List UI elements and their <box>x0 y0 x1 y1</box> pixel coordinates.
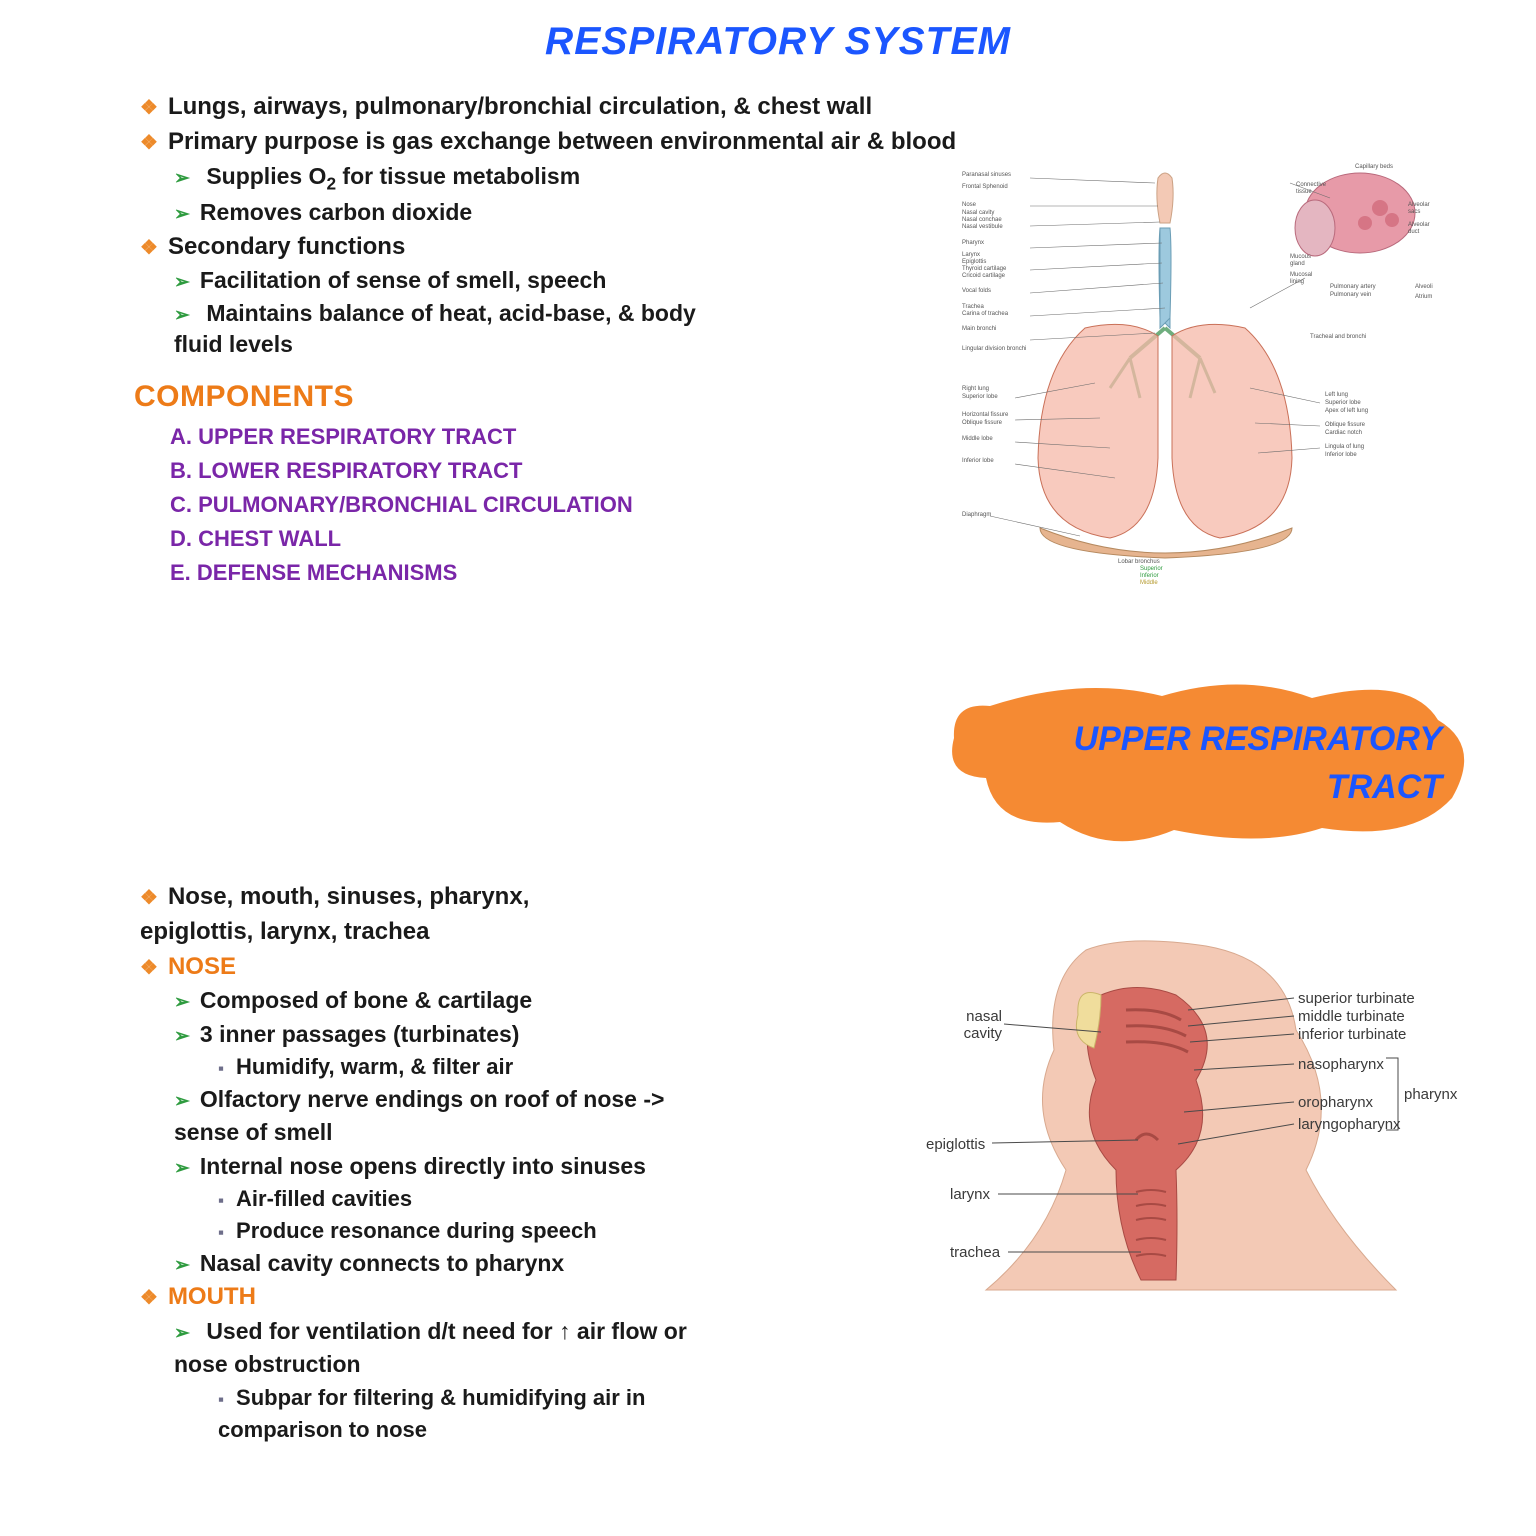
nose-subitem: Produce resonance during speech <box>218 1215 715 1247</box>
svg-text:Capillary beds: Capillary beds <box>1355 164 1393 170</box>
text-fragment: Maintains balance of heat, acid-base, & … <box>174 300 696 357</box>
banner-text: UPPER RESPIRATORY TRACT <box>1004 716 1442 811</box>
d2-label-nasopharynx: nasopharynx <box>1298 1056 1384 1073</box>
svg-text:Connective: Connective <box>1296 182 1327 188</box>
svg-text:Pulmonary vein: Pulmonary vein <box>1330 292 1371 298</box>
d2-label-inf-turb: inferior turbinate <box>1298 1026 1406 1043</box>
svg-text:Alveolar: Alveolar <box>1408 202 1430 208</box>
page-title: RESPIRATORY SYSTEM <box>130 20 1426 64</box>
mouth-item: Used for ventilation d/t need for ↑ air … <box>174 1315 715 1382</box>
svg-text:Atrium: Atrium <box>1415 294 1432 300</box>
svg-text:Horizontal fissure: Horizontal fissure <box>962 412 1009 418</box>
svg-text:Lobar bronchus: Lobar bronchus <box>1118 559 1160 565</box>
svg-text:Mucous: Mucous <box>1290 254 1311 260</box>
mouth-heading-text: MOUTH <box>168 1283 256 1310</box>
d2-label-epiglottis: epiglottis <box>926 1136 985 1153</box>
intro-subitem: Maintains balance of heat, acid-base, & … <box>174 298 714 360</box>
d2-label-laryngopharynx: laryngopharynx <box>1298 1116 1401 1133</box>
intro-item: Primary purpose is gas exchange between … <box>140 125 1426 160</box>
svg-text:Thyroid cartilage: Thyroid cartilage <box>962 266 1007 272</box>
d2-label-mid-turb: middle turbinate <box>1298 1008 1405 1025</box>
text-fragment: for tissue metabolism <box>336 163 580 189</box>
text-fragment: Used for ventilation d/t need for <box>206 1318 559 1344</box>
d2-label-trachea: trachea <box>950 1244 1000 1261</box>
nose-subitem: Humidify, warm, & filter air <box>218 1051 715 1083</box>
nose-subitem: Air-filled cavities <box>218 1183 715 1215</box>
svg-text:Paranasal sinuses: Paranasal sinuses <box>962 172 1011 178</box>
d2-label-nasal-cavity: nasal cavity <box>948 1008 1002 1042</box>
nose-item: Internal nose opens directly into sinuse… <box>174 1150 684 1183</box>
svg-text:Mucosal: Mucosal <box>1290 272 1312 278</box>
d2-label-larynx: larynx <box>950 1186 990 1203</box>
svg-text:Tracheal and bronchi: Tracheal and bronchi <box>1310 334 1366 340</box>
d2-label-pharynx: pharynx <box>1404 1086 1457 1103</box>
svg-text:Right lung: Right lung <box>962 386 989 392</box>
intro-item: Lungs, airways, pulmonary/bronchial circ… <box>140 90 1426 125</box>
svg-text:Inferior lobe: Inferior lobe <box>962 458 994 464</box>
svg-text:sacs: sacs <box>1408 209 1420 215</box>
urt-nose-heading: NOSE <box>140 950 715 985</box>
svg-text:Trachea: Trachea <box>962 304 984 310</box>
respiratory-overview-diagram: Paranasal sinuses Frontal Sphenoid Nose … <box>960 158 1450 588</box>
svg-text:Superior lobe: Superior lobe <box>1325 400 1361 406</box>
section-banner: UPPER RESPIRATORY TRACT <box>942 680 1472 852</box>
svg-text:Nasal conchae: Nasal conchae <box>962 217 1002 223</box>
urt-mouth-heading: MOUTH <box>140 1280 715 1315</box>
text-fragment: Supplies O <box>206 163 326 189</box>
svg-text:Middle: Middle <box>1140 580 1158 586</box>
svg-text:Epiglottis: Epiglottis <box>962 259 986 265</box>
svg-text:Superior lobe: Superior lobe <box>962 394 998 400</box>
svg-text:Apex of left lung: Apex of left lung <box>1325 408 1368 414</box>
nose-item: Olfactory nerve endings on roof of nose … <box>174 1083 684 1150</box>
svg-text:Superior: Superior <box>1140 566 1163 572</box>
svg-text:Larynx: Larynx <box>962 252 980 258</box>
svg-text:duct: duct <box>1408 229 1420 235</box>
svg-text:Diaphragm: Diaphragm <box>962 512 991 518</box>
d2-label-sup-turb: superior turbinate <box>1298 990 1415 1007</box>
svg-text:Nasal cavity: Nasal cavity <box>962 210 994 216</box>
svg-text:lining: lining <box>1290 279 1304 285</box>
svg-text:Alveoli: Alveoli <box>1415 284 1433 290</box>
svg-text:Cardiac notch: Cardiac notch <box>1325 430 1362 436</box>
nose-item: 3 inner passages (turbinates) <box>174 1018 715 1051</box>
nose-heading-text: NOSE <box>168 953 236 980</box>
svg-text:Oblique fissure: Oblique fissure <box>1325 422 1366 428</box>
svg-text:Main bronchi: Main bronchi <box>962 326 996 332</box>
svg-text:Alveolar: Alveolar <box>1408 222 1430 228</box>
svg-text:Carina of trachea: Carina of trachea <box>962 311 1009 317</box>
head-neck-sagittal-diagram: nasal cavity epiglottis larynx trachea s… <box>926 940 1446 1300</box>
up-arrow-icon: ↑ <box>559 1318 571 1344</box>
svg-text:Middle lobe: Middle lobe <box>962 436 993 442</box>
mouth-subitem: Subpar for filtering & humidifying air i… <box>218 1382 715 1446</box>
svg-text:Lingular division bronchi: Lingular division bronchi <box>962 346 1026 352</box>
subscript: 2 <box>326 173 336 193</box>
svg-text:Left lung: Left lung <box>1325 392 1348 398</box>
svg-text:Cricoid cartilage: Cricoid cartilage <box>962 273 1006 279</box>
svg-text:gland: gland <box>1290 261 1305 267</box>
d2-label-oropharynx: oropharynx <box>1298 1094 1373 1111</box>
svg-text:Nasal vestibule: Nasal vestibule <box>962 224 1003 230</box>
svg-text:Pharynx: Pharynx <box>962 240 984 246</box>
svg-text:tissue: tissue <box>1296 189 1312 195</box>
svg-text:Nose: Nose <box>962 202 977 208</box>
svg-text:Inferior: Inferior <box>1140 573 1159 579</box>
svg-text:Lingula of lung: Lingula of lung <box>1325 444 1364 450</box>
svg-text:Inferior lobe: Inferior lobe <box>1325 452 1357 458</box>
svg-text:Pulmonary artery: Pulmonary artery <box>1330 284 1376 290</box>
svg-text:Frontal Sphenoid: Frontal Sphenoid <box>962 184 1008 190</box>
svg-text:Oblique fissure: Oblique fissure <box>962 420 1003 426</box>
svg-text:Vocal folds: Vocal folds <box>962 288 991 294</box>
urt-item: Nose, mouth, sinuses, pharynx, epiglotti… <box>140 880 620 950</box>
nose-item: Composed of bone & cartilage <box>174 984 715 1017</box>
nose-item: Nasal cavity connects to pharynx <box>174 1247 715 1280</box>
